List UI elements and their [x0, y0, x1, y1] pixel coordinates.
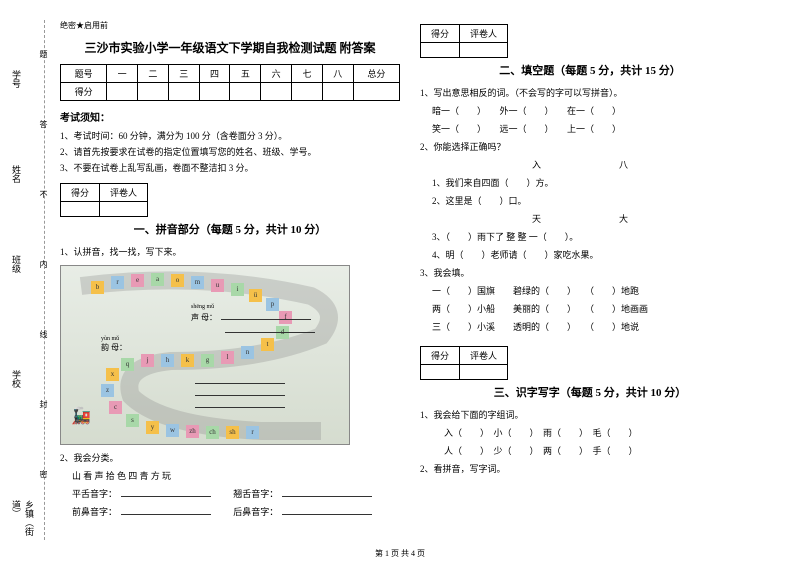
cell: 二	[138, 65, 169, 83]
secret-label: 绝密★启用前	[60, 20, 400, 31]
notice-item: 2、请首先按要求在试卷的指定位置填写您的姓名、班级、学号。	[60, 144, 400, 160]
cell: 一	[107, 65, 138, 83]
cell: 得分	[421, 347, 460, 365]
cell: 三	[168, 65, 199, 83]
seal-text: 不	[38, 190, 49, 198]
options: 入 八	[420, 156, 760, 174]
cell: 得分	[421, 25, 460, 43]
cell: 得分	[61, 183, 100, 201]
notice-item: 3、不要在试卷上乱写乱画，卷面不整洁扣 3 分。	[60, 160, 400, 176]
fill-line: 一（ ）国旗 碧绿的（ ） （ ）地跑	[420, 282, 760, 300]
pinyin-image: b r e a o m u i ü p f d t n l g k h j q …	[60, 265, 350, 445]
fill-line: 暗一（ ） 外一（ ） 在一（ ）	[420, 102, 760, 120]
cell: 评卷人	[100, 183, 148, 201]
train-icon: 🚂	[71, 406, 96, 436]
notice-item: 1、考试时间：60 分钟，满分为 100 分（含卷面分 3 分）。	[60, 128, 400, 144]
seal-text: 封	[38, 400, 49, 408]
fill-line: 人（ ） 少（ ） 两（ ） 手（ ）	[420, 442, 760, 460]
fill-line: 1、我们来自四面（ ）方。	[420, 174, 760, 192]
left-column: 绝密★启用前 三沙市实验小学一年级语文下学期自我检测试题 附答案 题号 一 二 …	[50, 20, 410, 555]
p2q2: 2、你能选择正确吗？	[420, 138, 760, 156]
fill-line: 入（ ） 小（ ） 雨（ ） 毛（ ）	[420, 424, 760, 442]
cell: 评卷人	[460, 347, 508, 365]
fill-line: 4、明（ ）老师请（ ）家吃水果。	[420, 246, 760, 264]
notice-list: 1、考试时间：60 分钟，满分为 100 分（含卷面分 3 分）。 2、请首先按…	[60, 128, 400, 177]
table-row: 得分	[61, 83, 400, 101]
part2-title: 二、填空题（每题 5 分，共计 15 分）	[420, 62, 760, 78]
seal-text: 密	[38, 470, 49, 478]
options: 天 大	[420, 210, 760, 228]
p2q3: 3、我会填。	[420, 264, 760, 282]
binding-label: 学号	[10, 70, 23, 88]
cell: 五	[230, 65, 261, 83]
q2-chars: 山 看 声 拾 色 四 青 方 玩	[60, 467, 400, 485]
table-row: 题号 一 二 三 四 五 六 七 八 总分	[61, 65, 400, 83]
seal-text: 题	[38, 50, 49, 58]
score-table: 题号 一 二 三 四 五 六 七 八 总分 得分	[60, 64, 400, 101]
answer-line: 平舌音字： 翘舌音字：	[60, 485, 400, 503]
mini-score-table: 得分评卷人	[60, 183, 148, 217]
mini-score-table: 得分评卷人	[420, 24, 508, 58]
shengmu-label: 声 母：	[191, 313, 217, 322]
binding-margin: 学号 姓名 班级 学校 乡镇（街道）	[15, 20, 45, 540]
p3q2: 2、看拼音，写字词。	[420, 460, 760, 478]
q2-text: 2、我会分类。	[60, 449, 400, 467]
page-footer: 第 1 页 共 4 页	[0, 548, 800, 559]
binding-label: 班级	[10, 255, 23, 273]
notice-heading: 考试须知：	[60, 109, 400, 124]
binding-label: 乡镇（街道）	[10, 500, 36, 540]
part1-title: 一、拼音部分（每题 5 分，共计 10 分）	[60, 221, 400, 237]
right-column: 得分评卷人 二、填空题（每题 5 分，共计 15 分） 1、写出意思相反的词。（…	[410, 20, 770, 555]
fill-line: 三（ ）小溪 透明的（ ） （ ）地说	[420, 318, 760, 336]
fill-line: 笑一（ ） 远一（ ） 上一（ ）	[420, 120, 760, 138]
page-container: 绝密★启用前 三沙市实验小学一年级语文下学期自我检测试题 附答案 题号 一 二 …	[0, 0, 800, 565]
fill-line: 2、这里是（ ）口。	[420, 192, 760, 210]
part3-title: 三、识字写字（每题 5 分，共计 10 分）	[420, 384, 760, 400]
seal-text: 线	[38, 330, 49, 338]
pinyin-label: yùn mǔ	[101, 336, 127, 342]
cell: 六	[261, 65, 292, 83]
exam-title: 三沙市实验小学一年级语文下学期自我检测试题 附答案	[60, 39, 400, 56]
binding-label: 学校	[10, 370, 23, 388]
cell: 得分	[61, 83, 107, 101]
cell: 评卷人	[460, 25, 508, 43]
seal-text: 答	[38, 120, 49, 128]
cell: 八	[322, 65, 353, 83]
p2q1: 1、写出意思相反的词。（不会写的字可以写拼音）。	[420, 84, 760, 102]
cell: 四	[199, 65, 230, 83]
binding-label: 姓名	[10, 165, 23, 183]
seal-text: 内	[38, 260, 49, 268]
cell: 总分	[353, 65, 399, 83]
q1-text: 1、认拼音，找一找，写下来。	[60, 243, 400, 261]
cell: 七	[292, 65, 323, 83]
yunmu-label: 韵 母：	[101, 343, 127, 352]
fill-line: 两（ ）小船 美丽的（ ） （ ）地画画	[420, 300, 760, 318]
p3q1: 1、我会给下面的字组词。	[420, 406, 760, 424]
cell: 题号	[61, 65, 107, 83]
fill-line: 3、（ ）雨下了 整 整 一（ ）。	[420, 228, 760, 246]
answer-line: 前鼻音字： 后鼻音字：	[60, 503, 400, 521]
mini-score-table: 得分评卷人	[420, 346, 508, 380]
